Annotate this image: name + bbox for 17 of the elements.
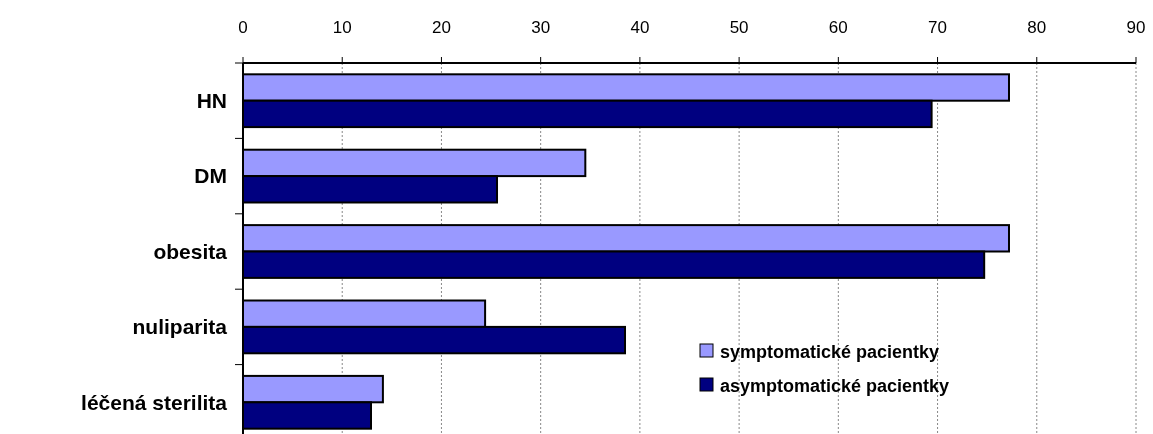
y-tick-label: nuliparita — [132, 315, 228, 339]
x-tick-label: 0 — [238, 18, 248, 37]
x-tick-label: 10 — [332, 18, 352, 37]
x-tick-label: 70 — [928, 18, 948, 37]
x-tick-label: 40 — [630, 18, 650, 37]
x-tick-label: 30 — [531, 18, 551, 37]
legend-label: symptomatické pacientky — [720, 342, 940, 363]
y-tick-label: HN — [196, 89, 227, 113]
x-tick-label: 20 — [431, 18, 451, 37]
x-tick-label: 50 — [729, 18, 749, 37]
y-tick-label: obesita — [153, 239, 228, 263]
legend-label: asymptomatické pacientky — [720, 376, 950, 397]
x-tick-label: 60 — [828, 18, 848, 37]
x-tick-label: 90 — [1126, 18, 1146, 37]
x-tick-label: 80 — [1027, 18, 1047, 37]
y-tick-label: léčená sterilita — [81, 390, 228, 414]
y-tick-label: DM — [194, 164, 227, 188]
